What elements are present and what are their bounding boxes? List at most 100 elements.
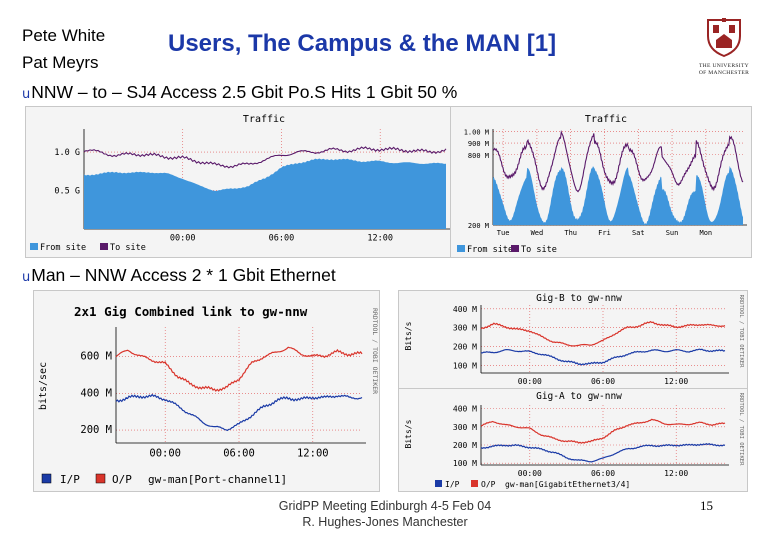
bullet-mark: u	[22, 270, 31, 285]
x-tick-label: 12:00	[664, 377, 688, 386]
legend-swatch-op	[471, 480, 478, 487]
y-tick-label: 300 M	[453, 423, 477, 432]
x-tick-label: 12:00	[367, 234, 393, 244]
traffic-weekly-panel: Traffic 1.00 M 900 M 800 M 200 M Tue Wed Thu F…	[450, 106, 752, 258]
bullet-nnw-text: NNW – to – SJ4 Access 2.5 Gbit Po.S Hits…	[31, 82, 458, 102]
gig-a-chart: Gig-A to gw-nnw Bits/s RRDTOOL / TOBI OE…	[404, 391, 744, 489]
series-line-to-site	[492, 130, 744, 193]
y-tick-label: 400 M	[453, 405, 477, 414]
series-line-op	[115, 346, 363, 392]
y-tick-label: 200 M	[80, 424, 112, 436]
rrdtool-label: RRDTOOL / TOBI OETIKER	[738, 393, 744, 467]
combined-link-panel: 2x1 Gig Combined link to gw-nnw bits/sec…	[33, 290, 380, 492]
y-axis-label: Bits/s	[404, 419, 413, 448]
chart-title: Gig-A to gw-nnw	[536, 391, 622, 402]
legend-label-to: To site	[110, 243, 146, 253]
chart-title: Gig-B to gw-nnw	[536, 293, 622, 304]
x-tick-label: 12:00	[297, 448, 329, 460]
legend-label-op: O/P	[112, 473, 132, 486]
y-tick-label: 200 M	[468, 222, 489, 230]
x-tick-label: 00:00	[518, 469, 542, 478]
x-tick-label: 06:00	[591, 469, 615, 478]
traffic-weekly-chart: Traffic 1.00 M 900 M 800 M 200 M Tue Wed Thu F…	[457, 114, 747, 255]
x-tick-label: Fri	[598, 229, 611, 237]
chart-title: Traffic	[585, 114, 627, 125]
series-line-to-site	[83, 146, 447, 169]
bullet-mark: u	[22, 87, 31, 102]
authors: Pete White Pat Meyrs	[22, 22, 105, 76]
page-number: 15	[700, 498, 713, 513]
combined-link-chart: 2x1 Gig Combined link to gw-nnw bits/sec…	[38, 304, 379, 486]
y-tick-label: 900 M	[468, 140, 489, 148]
gig-b-chart: Gig-B to gw-nnw Bits/s RRDTOOL / TOBI OE…	[404, 293, 744, 386]
series-line-ip	[480, 348, 726, 366]
rrdtool-label: RRDTOOL / TOBI OETIKER	[371, 308, 379, 394]
x-tick-label: 06:00	[591, 377, 615, 386]
x-tick-label: Thu	[564, 229, 577, 237]
y-tick-label: 200 M	[453, 343, 477, 352]
author-1: Pete White	[22, 26, 106, 45]
gig-a-panel: Gig-A to gw-nnw Bits/s RRDTOOL / TOBI OE…	[398, 388, 748, 492]
x-tick-label: 06:00	[269, 234, 295, 244]
chart-title: 2x1 Gig Combined link to gw-nnw	[74, 304, 308, 319]
x-tick-label: Mon	[700, 229, 713, 237]
series-line-op	[480, 418, 726, 444]
y-tick-label: 1.0 G	[54, 148, 80, 158]
legend-label-source: gw-man[Port-channel1]	[148, 473, 287, 486]
x-tick-label: Wed	[531, 229, 544, 237]
university-logo: THE UNIVERSITY OF MANCHESTER	[694, 14, 754, 80]
footer-line-2: R. Hughes-Jones Manchester	[302, 515, 468, 529]
y-tick-label: 100 M	[453, 361, 477, 370]
footer: GridPP Meeting Edinburgh 4-5 Feb 04 R. H…	[255, 498, 515, 530]
legend-label-from: From site	[467, 245, 513, 255]
series-line-op	[480, 320, 726, 347]
x-tick-label: 06:00	[223, 448, 255, 460]
y-axis-label: Bits/s	[404, 321, 413, 350]
legend-swatch-op	[95, 473, 106, 484]
legend-label-to: To site	[521, 245, 557, 255]
y-tick-label: 800 M	[468, 152, 489, 160]
legend-label-ip: I/P	[60, 473, 80, 486]
legend-label-op: O/P	[481, 480, 496, 489]
legend-label-from: From site	[40, 243, 86, 253]
y-tick-label: 600 M	[80, 350, 112, 362]
series-area-from-site	[493, 165, 743, 225]
university-crest-icon	[707, 18, 741, 58]
legend-label-source: gw-man[GigabitEthernet3/4]	[505, 480, 630, 489]
x-tick-label: 12:00	[664, 469, 688, 478]
x-tick-label: Sun	[666, 229, 679, 237]
legend-swatch-ip	[41, 473, 52, 484]
legend-swatch-to	[511, 245, 519, 252]
x-tick-label: 00:00	[170, 234, 196, 244]
x-tick-label: Tue	[497, 229, 510, 237]
y-tick-label: 400 M	[453, 305, 477, 314]
logo-line-1: THE UNIVERSITY	[698, 63, 750, 69]
chart-title: Traffic	[243, 114, 285, 125]
bullet-nnw: uNNW – to – SJ4 Access 2.5 Gbit Po.S Hit…	[22, 82, 457, 103]
series-line-ip	[115, 393, 363, 432]
legend-swatch-from	[457, 245, 465, 252]
series-line-ip	[480, 443, 726, 463]
rrdtool-label: RRDTOOL / TOBI OETIKER	[738, 295, 744, 369]
traffic-daily-panel: Traffic 1.0 G 0.5 G 00:00 06:00 12:00 From …	[25, 106, 452, 258]
y-tick-label: 300 M	[453, 324, 477, 333]
y-tick-label: 100 M	[453, 459, 477, 468]
footer-line-1: GridPP Meeting Edinburgh 4-5 Feb 04	[278, 499, 492, 513]
author-2: Pat Meyrs	[22, 53, 99, 72]
x-tick-label: 00:00	[518, 377, 542, 386]
gig-b-panel: Gig-B to gw-nnw Bits/s RRDTOOL / TOBI OE…	[398, 290, 748, 390]
y-axis-label: bits/sec	[38, 362, 49, 410]
legend-swatch-ip	[435, 480, 442, 487]
bullet-man-text: Man – NNW Access 2 * 1 Gbit Ethernet	[31, 265, 336, 285]
traffic-daily-chart: Traffic 1.0 G 0.5 G 00:00 06:00 12:00 From …	[30, 114, 450, 253]
slide-title: Users, The Campus & the MAN [1]	[168, 30, 557, 57]
legend-label-ip: I/P	[445, 480, 460, 489]
y-tick-label: 0.5 G	[54, 187, 80, 197]
y-tick-label: 1.00 M	[464, 128, 489, 136]
y-tick-label: 400 M	[80, 387, 112, 399]
x-tick-label: Sat	[632, 229, 645, 237]
series-area-from-site	[84, 158, 446, 229]
x-tick-label: 00:00	[149, 448, 181, 460]
y-tick-label: 200 M	[453, 441, 477, 450]
legend-swatch-to	[100, 243, 108, 250]
